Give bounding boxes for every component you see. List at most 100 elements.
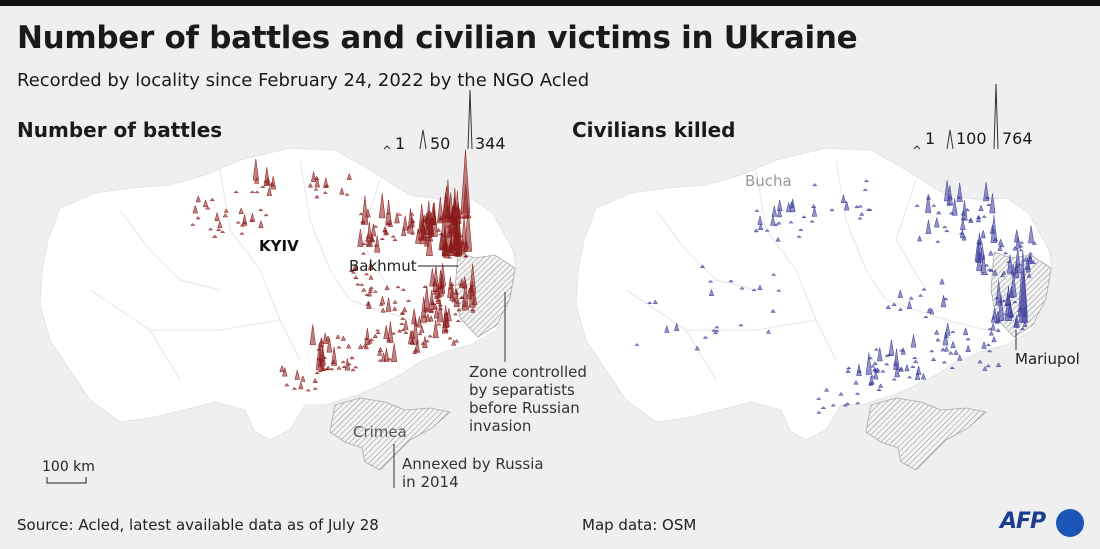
battle-spike [394, 212, 400, 224]
civilian-spike [868, 374, 875, 385]
bakhmut-label: Bakhmut [349, 257, 417, 275]
civilian-spike [989, 193, 996, 214]
civilian-spike [999, 244, 1005, 248]
civilian-spike [944, 322, 951, 336]
civilian-spike [876, 347, 883, 362]
battle-spike [453, 339, 460, 343]
civilian-spike [990, 322, 996, 331]
battle-spike [374, 328, 381, 332]
civilian-spike [947, 195, 954, 200]
civilian-spike [1016, 262, 1023, 266]
civilian-spike [853, 379, 859, 385]
civilian-spike [934, 329, 940, 335]
civilian-spike [935, 240, 941, 243]
battle-spike [417, 332, 423, 336]
civilian-spike [956, 182, 963, 202]
civilian-spike [1012, 246, 1018, 251]
civilian-spike [830, 403, 836, 407]
battle-spike [434, 284, 441, 298]
battle-spike [323, 177, 329, 188]
civilian-spike [921, 287, 927, 291]
battle-spike [400, 311, 406, 315]
civilian-spike [646, 301, 653, 304]
battle-spike [357, 343, 364, 350]
battle-spike [446, 255, 453, 259]
civilian-spike [1003, 303, 1010, 306]
battle-spike [447, 286, 453, 290]
agency-logo-dot [1056, 509, 1084, 537]
civilian-spike [986, 203, 992, 206]
civilian-spike [1000, 299, 1007, 302]
civilian-spike [878, 383, 884, 388]
battles-legend-50: 50 [430, 134, 451, 153]
civilian-spike [1012, 300, 1018, 304]
battle-spike [309, 324, 316, 346]
civilian-spike [991, 335, 997, 343]
battle-spike [314, 371, 320, 375]
battle-spike [248, 218, 255, 222]
civilian-spike [812, 183, 818, 187]
civilian-spike [811, 203, 817, 209]
civilian-spike [1019, 327, 1026, 330]
battle-spike [429, 217, 436, 220]
civilian-spike [699, 264, 706, 269]
battle-spike [366, 221, 373, 248]
battles-title: Number of battles [17, 118, 223, 142]
battle-spike [329, 367, 335, 371]
civilian-spike [845, 368, 851, 373]
annexed-line-1: Annexed by Russia [402, 455, 544, 473]
battle-spike [453, 290, 460, 308]
battle-spike [372, 333, 378, 339]
civilian-spike [751, 288, 757, 292]
crimea-region-right [865, 397, 987, 471]
civilian-spike [776, 288, 782, 292]
battle-spike [324, 367, 330, 371]
battle-spike [317, 369, 323, 373]
battle-spike [462, 299, 468, 308]
civilian-spike [914, 204, 920, 207]
civilian-spike [1017, 250, 1028, 317]
civilian-spike [929, 349, 935, 353]
battle-spike [447, 336, 453, 340]
civilian-spike [1013, 229, 1020, 243]
battle-spike [403, 319, 409, 331]
civilian-spike [988, 249, 994, 256]
battle-spike [414, 339, 421, 353]
civilians-map: Bucha Mariupol [575, 147, 1080, 471]
civilian-spike [940, 347, 946, 352]
battle-spike [360, 251, 367, 255]
civilian-spike [944, 229, 950, 233]
civilian-spike [634, 343, 640, 346]
battle-spike [409, 329, 416, 339]
civilian-spike [1026, 272, 1032, 278]
battle-spike [252, 158, 259, 181]
civilian-spike [1001, 270, 1007, 275]
civilian-spike [899, 348, 905, 352]
battle-spike [330, 359, 337, 364]
civilian-spike [1014, 314, 1020, 328]
civilian-spike [1028, 225, 1035, 244]
civilian-spike [776, 199, 783, 212]
civilian-spike [711, 328, 717, 332]
battle-spike [249, 190, 256, 194]
battle-spike [425, 200, 433, 235]
civilian-spike [942, 331, 949, 346]
civilian-spike [757, 214, 763, 225]
civilian-spike [925, 219, 932, 234]
civilian-spike [788, 220, 794, 224]
battle-spike [314, 177, 320, 188]
civilian-spike [775, 236, 781, 242]
battle-spike [270, 175, 277, 190]
battle-spike [282, 366, 288, 377]
civilians-title: Civilians killed [572, 118, 736, 142]
civilian-spike [897, 289, 903, 298]
scale-label: 100 km [42, 459, 95, 475]
battle-spike [375, 331, 381, 335]
civilian-spike [1002, 251, 1009, 255]
civilian-spike [1027, 255, 1033, 264]
civilian-spike [674, 322, 680, 331]
civilian-spike [894, 365, 900, 378]
battle-spike [467, 296, 473, 300]
battle-spike [263, 179, 269, 183]
